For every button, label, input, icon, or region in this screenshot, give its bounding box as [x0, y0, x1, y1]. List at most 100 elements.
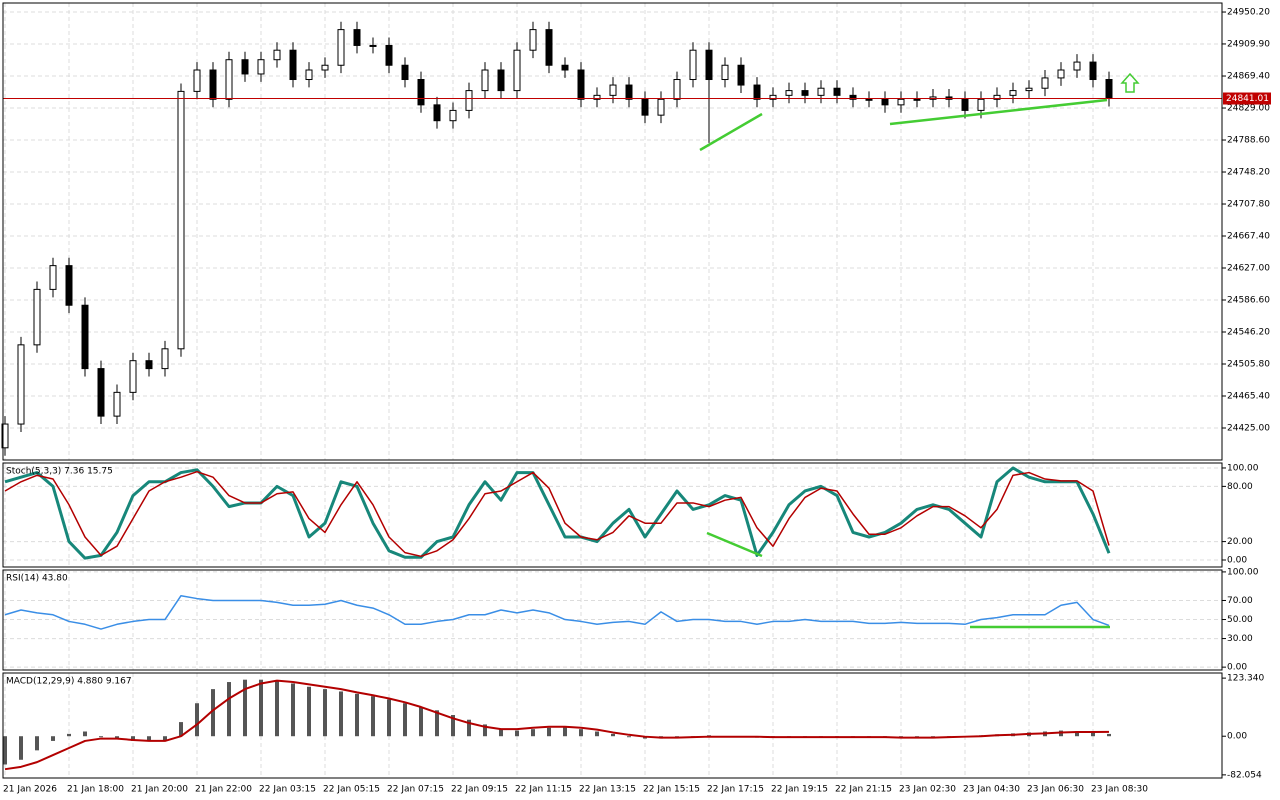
candle-body: [529, 29, 537, 51]
candle-body: [865, 98, 873, 101]
candle-body: [65, 265, 73, 306]
candle-body: [1041, 77, 1049, 89]
y-tick-label: 0.00: [1227, 556, 1247, 566]
candle-body: [913, 98, 921, 101]
candle-body: [545, 29, 553, 66]
histogram-bar: [547, 727, 551, 737]
y-tick-label: 30.00: [1227, 634, 1253, 644]
y-tick-label: 24748.20: [1227, 168, 1270, 178]
candle-body: [289, 49, 297, 81]
x-tick-label: 23 Jan 02:30: [899, 785, 956, 795]
trend-line: [699, 112, 763, 152]
y-tick-label: 100.00: [1227, 463, 1259, 473]
candle-body: [305, 69, 313, 81]
y-tick-label: 24788.60: [1227, 136, 1270, 146]
x-tick-label: 22 Jan 15:15: [643, 785, 700, 795]
y-tick-label: 24586.60: [1227, 296, 1270, 306]
candle-body: [177, 90, 185, 350]
histogram-bar: [531, 729, 535, 737]
x-tick-label: 22 Jan 19:15: [771, 785, 828, 795]
candle-body: [609, 84, 617, 96]
candle-body: [465, 90, 473, 111]
histogram-bar: [627, 736, 631, 738]
candle-body: [737, 64, 745, 86]
candle-body: [385, 44, 393, 66]
y-tick-label: 20.00: [1227, 537, 1253, 547]
candle-body: [1089, 61, 1097, 81]
histogram-bar: [99, 736, 103, 738]
histogram-bar: [403, 703, 407, 737]
candle-body: [433, 104, 441, 122]
candle-body: [369, 44, 377, 47]
candle-body: [257, 59, 265, 75]
trend-line: [889, 98, 1108, 126]
x-tick-label: 22 Jan 07:15: [387, 785, 444, 795]
x-tick-label: 22 Jan 11:15: [515, 785, 572, 795]
candle-body: [689, 49, 697, 81]
panel-frame: [2, 2, 1223, 461]
histogram-bar: [227, 682, 231, 737]
candle-body: [673, 79, 681, 100]
x-tick-label: 21 Jan 2026: [3, 785, 57, 795]
x-tick-label: 21 Jan 18:00: [67, 785, 124, 795]
current-price-box: [1223, 92, 1271, 105]
candle-body: [209, 69, 217, 100]
candle-body: [497, 69, 505, 92]
y-tick-label: 24909.90: [1227, 39, 1270, 49]
candle-body: [753, 84, 761, 100]
x-tick-label: 23 Jan 06:30: [1027, 785, 1084, 795]
histogram-bar: [147, 736, 151, 741]
y-tick-label: 24829.00: [1227, 104, 1270, 114]
x-tick-label: 22 Jan 03:15: [259, 785, 316, 795]
y-tick-label: 24667.40: [1227, 232, 1270, 242]
candle-body: [625, 84, 633, 100]
y-tick-label: 100.00: [1227, 567, 1259, 577]
panel-title: Stoch(5,3,3) 7.36 15.75: [6, 467, 113, 477]
y-tick-label: 24950.20: [1227, 8, 1270, 18]
histogram-bar: [1075, 731, 1079, 737]
candle-body: [225, 59, 233, 100]
histogram-bar: [323, 689, 327, 737]
y-tick-label: 24707.80: [1227, 200, 1270, 210]
candle-body: [769, 94, 777, 100]
candle-body: [113, 391, 121, 417]
histogram-bar: [371, 696, 375, 737]
buy-arrow: [1120, 72, 1140, 93]
histogram-bar: [339, 691, 343, 737]
histogram-bar: [259, 679, 263, 737]
candle-body: [161, 348, 169, 370]
candle-body: [593, 94, 601, 100]
histogram-bar: [67, 733, 71, 737]
histogram-bar: [275, 680, 279, 737]
candle-body: [1073, 61, 1081, 71]
y-tick-label: 24465.40: [1227, 392, 1270, 402]
histogram-bar: [211, 689, 215, 737]
candle-body: [817, 87, 825, 96]
histogram-bar: [435, 710, 439, 737]
histogram-bar: [179, 722, 183, 737]
candle-body: [801, 90, 809, 96]
histogram-bar: [563, 726, 567, 737]
histogram-bar: [51, 736, 55, 741]
histogram-bar: [131, 736, 135, 741]
histogram-bar: [83, 731, 87, 737]
candle-body: [273, 49, 281, 61]
y-tick-label: 50.00: [1227, 615, 1253, 625]
candle-body: [353, 29, 361, 46]
candle-body: [1105, 79, 1113, 100]
candle-body: [641, 98, 649, 116]
panel-frame: [2, 462, 1223, 568]
x-tick-label: 22 Jan 21:15: [835, 785, 892, 795]
y-tick-label: 0.00: [1227, 663, 1247, 673]
x-tick-label: 22 Jan 05:15: [323, 785, 380, 795]
y-tick-label: 24869.40: [1227, 72, 1270, 82]
candle-body: [897, 98, 905, 106]
candle-body: [481, 69, 489, 92]
y-tick-label: 24425.00: [1227, 424, 1270, 434]
histogram-bar: [419, 707, 423, 737]
histogram-bar: [451, 715, 455, 737]
grid-layer: [3, 3, 1222, 778]
